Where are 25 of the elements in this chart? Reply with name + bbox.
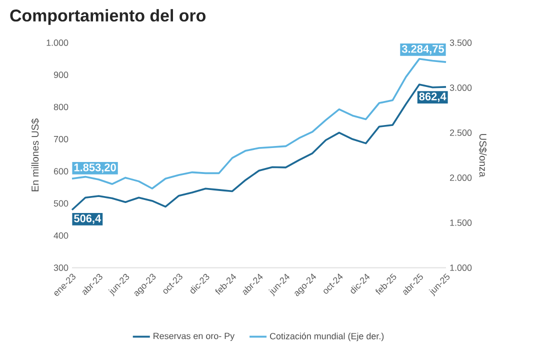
y-tick-label: 500	[54, 200, 68, 207]
annotation: 506,4	[74, 214, 102, 224]
annotation: 1.853,20	[74, 164, 116, 174]
y-tick-label: 400	[54, 232, 68, 239]
y-tick-label: 900	[54, 72, 68, 78]
y2-tick-label: 2.000	[450, 174, 472, 182]
y2-tick-label: 3.500	[450, 40, 472, 46]
y2-tick-label: 3.000	[450, 84, 472, 92]
y2-axis-title: US$/onza	[478, 134, 487, 178]
y2-tick-label: 1.000	[450, 264, 472, 272]
annotation: 3.284,75	[402, 45, 444, 55]
line-series	[71, 84, 447, 211]
y-tick-label: 600	[54, 168, 68, 175]
y2-tick-label: 2.500	[450, 130, 472, 136]
chart-title: Comportamiento del oro	[10, 9, 206, 26]
y-tick-label: 800	[54, 104, 68, 110]
y2-tick-label: 1.500	[450, 220, 472, 226]
line-series	[71, 58, 447, 190]
legend-label: Reservas en oro- Py	[154, 333, 235, 342]
y-tick-label: 700	[54, 136, 68, 142]
y-tick-label: 1.000	[46, 40, 68, 46]
y-tick-label: 300	[54, 264, 68, 272]
annotation: 862,4	[419, 92, 446, 102]
legend-label: Cotización mundial (Eje der.)	[270, 332, 384, 342]
y-axis-title: En millones US$	[31, 118, 40, 192]
